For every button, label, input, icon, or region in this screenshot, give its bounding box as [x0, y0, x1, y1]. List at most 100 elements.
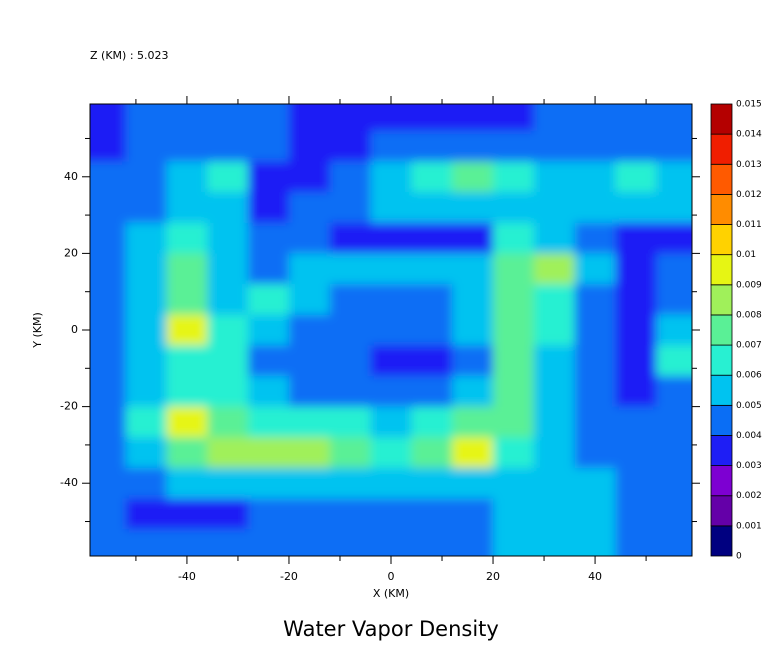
colorbar-label: 0.007 [736, 341, 762, 351]
contour-cell [615, 345, 657, 377]
contour-cell [656, 498, 692, 530]
contour-cell [533, 467, 576, 500]
contour-cell [370, 375, 412, 408]
contour-cell [370, 192, 412, 224]
contour-cell [288, 437, 331, 469]
annotation: Z (KM) : 5.023 [90, 49, 169, 62]
contour-cell [656, 104, 692, 132]
contour-cell [656, 345, 692, 377]
contour-cell [329, 467, 372, 500]
contour-cell [574, 284, 616, 316]
contour-cell [452, 314, 494, 346]
contour-cell [452, 498, 494, 530]
contour-cell [125, 161, 168, 193]
contour-cell [574, 104, 616, 132]
contour-cell [207, 345, 249, 377]
contour-cell [125, 130, 168, 162]
contour-cell [125, 104, 168, 132]
contour-cell [329, 406, 372, 438]
contour-cell [329, 253, 372, 285]
contour-cell [166, 467, 208, 500]
contour-cell [370, 406, 412, 438]
contour-cell [452, 406, 494, 438]
contour-cell [452, 130, 494, 162]
contour-cell [656, 192, 692, 224]
contour-cell [452, 253, 494, 285]
contour-cell [411, 437, 453, 469]
contour-cell [574, 222, 616, 254]
contour-cell [288, 467, 331, 500]
x-tick-label: 40 [588, 570, 602, 583]
contour-cell [329, 192, 372, 224]
contour-cell [370, 104, 412, 132]
contour-cell [288, 375, 331, 408]
contour-cell [615, 104, 657, 132]
contour-cell [574, 498, 616, 530]
contour-cell [411, 498, 453, 530]
contour-cell [288, 529, 331, 556]
colorbar-swatch [710, 103, 733, 135]
contour-cell [411, 345, 453, 377]
contour-cell [533, 284, 576, 316]
contour-cell [248, 498, 290, 530]
contour-cell [288, 498, 331, 530]
contour-cell [166, 406, 208, 438]
contour-cell [533, 345, 576, 377]
contour-cell [370, 314, 412, 346]
contour-cell [166, 375, 208, 408]
contour-cell [329, 529, 372, 556]
colorbar-label: 0.004 [736, 431, 762, 441]
contour-cell [288, 314, 331, 346]
chart-title: Water Vapor Density [283, 617, 499, 641]
contour-cell [656, 222, 692, 254]
contour-cell [90, 284, 127, 316]
contour-cell [615, 314, 657, 346]
contour-cell [452, 192, 494, 224]
contour-cell [533, 130, 576, 162]
contour-cell [493, 406, 535, 438]
x-tick-label: 20 [486, 570, 500, 583]
colorbar-swatch [710, 163, 733, 195]
contour-cell [533, 437, 576, 469]
contour-cell [493, 161, 535, 193]
contour-cell [248, 467, 290, 500]
contour-cell [615, 498, 657, 530]
contour-cell [493, 314, 535, 346]
contour-cell [615, 467, 657, 500]
contour-cell [574, 437, 616, 469]
contour-cell [615, 222, 657, 254]
contour-cell [615, 529, 657, 556]
contour-cell [166, 437, 208, 469]
contour-cell [125, 406, 168, 438]
contour-cell [248, 529, 290, 556]
colorbar-label: 0.015 [736, 100, 762, 110]
contour-cell [248, 253, 290, 285]
contour-cell [370, 253, 412, 285]
contour-cell [288, 130, 331, 162]
y-tick-label: -20 [60, 400, 78, 413]
contour-cell [125, 253, 168, 285]
contour-cell [533, 222, 576, 254]
contour-cell [288, 104, 331, 132]
contour-cell [166, 498, 208, 530]
colorbar-swatch [710, 495, 733, 527]
contour-cell [411, 467, 453, 500]
contour-cell [90, 375, 127, 408]
contour-cell [533, 161, 576, 193]
contour-cell [288, 284, 331, 316]
x-tick-label: -40 [178, 570, 196, 583]
colorbar-label: 0.003 [736, 461, 762, 471]
colorbar-swatch [710, 284, 733, 316]
contour-cell [452, 467, 494, 500]
contour-cell [452, 104, 494, 132]
contour-cell [574, 406, 616, 438]
colorbar-label: 0.012 [736, 190, 762, 200]
contour-cell [90, 498, 127, 530]
contour-cell [329, 222, 372, 254]
contour-cell [248, 161, 290, 193]
contour-cell [493, 104, 535, 132]
contour-cell [411, 161, 453, 193]
contour-cell [207, 498, 249, 530]
contour-cell [288, 222, 331, 254]
contour-cell [533, 375, 576, 408]
